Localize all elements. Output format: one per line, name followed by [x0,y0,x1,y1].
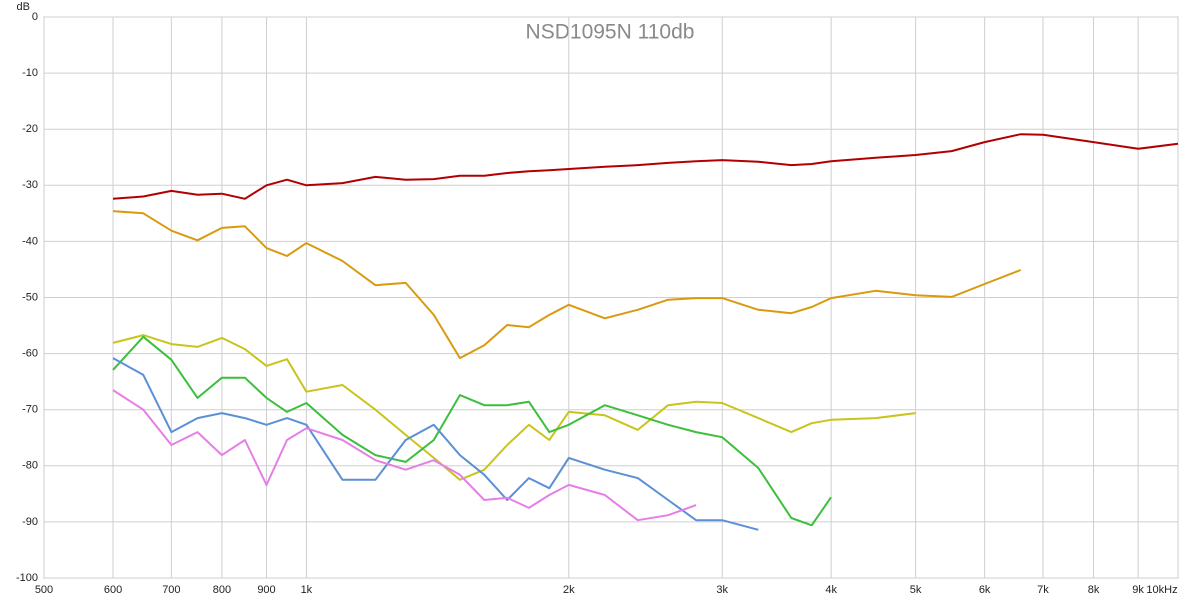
series-line [112,335,832,527]
x-tick-label: 5k [910,584,922,596]
x-tick-label: 8k [1088,584,1100,596]
y-tick-label: -30 [22,179,38,191]
y-tick-label: -10 [22,67,38,79]
y-tick-label: -100 [16,572,38,584]
y-tick-label: -80 [22,460,38,472]
series-line [112,357,759,531]
y-tick-label: -90 [22,516,38,528]
x-tick-label: 1k [301,584,313,596]
chart-title: NSD1095N 110db [526,21,695,44]
x-tick-label: 7k [1037,584,1049,596]
x-tick-label: 700 [162,584,180,596]
x-tick-label: 9k [1132,584,1144,596]
x-tick-label: 3k [716,584,728,596]
series-line [112,334,916,481]
y-tick-label: 0 [32,11,38,23]
x-tick-label: 600 [104,584,122,596]
x-tick-label: 4k [825,584,837,596]
series-line [112,389,697,522]
x-tick-label: 10kHz [1146,584,1177,596]
x-tick-label: 900 [257,584,275,596]
series-line [112,133,1179,200]
series-line [112,210,1022,360]
x-tick-label: 500 [35,584,53,596]
x-tick-label: 6k [979,584,991,596]
y-tick-label: -40 [22,235,38,247]
y-tick-label: -20 [22,123,38,135]
y-tick-label: -70 [22,404,38,416]
y-tick-label: -50 [22,291,38,303]
x-tick-label: 800 [213,584,231,596]
y-axis-label: dB [17,1,30,13]
y-tick-label: -60 [22,348,38,360]
x-tick-label: 2k [563,584,575,596]
